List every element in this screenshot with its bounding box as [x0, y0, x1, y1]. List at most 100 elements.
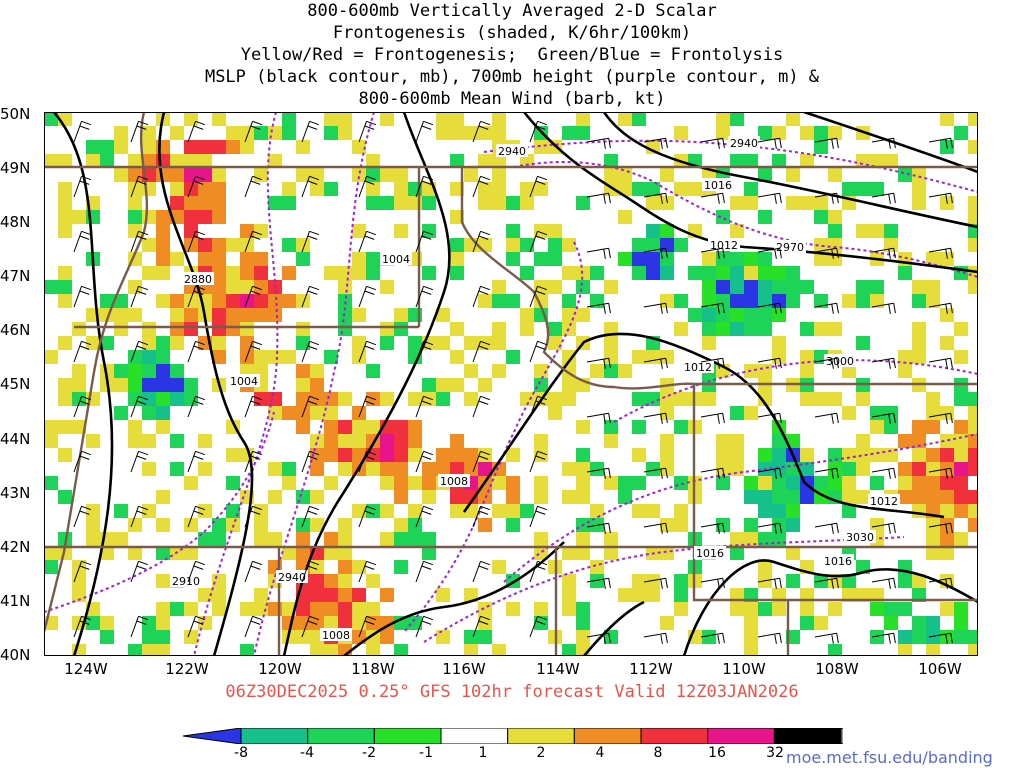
- shading-cell: [814, 322, 828, 336]
- shading-cell: [912, 196, 926, 210]
- colorbar-cell: [440, 728, 509, 744]
- shading-cell: [380, 280, 394, 294]
- mslp-contour: [602, 112, 978, 229]
- wind-barb: [814, 412, 839, 424]
- wind-barb: [871, 632, 896, 644]
- shading-cell: [240, 126, 254, 140]
- wind-barb: [586, 192, 611, 204]
- wind-barb: [472, 285, 491, 308]
- wind-barb: [130, 395, 149, 418]
- shading-cell: [912, 294, 926, 308]
- shading-cell: [212, 210, 226, 224]
- colorbar-tick: -1: [419, 745, 433, 761]
- shading-cell: [86, 504, 100, 518]
- shading-cell: [394, 448, 408, 462]
- shading-cell: [730, 294, 744, 308]
- shading-cell: [520, 322, 534, 336]
- shading-cell: [128, 546, 142, 560]
- shading-cell: [58, 210, 72, 224]
- shading-cell: [366, 196, 380, 210]
- wind-barb: [73, 505, 92, 528]
- shading-cell: [954, 322, 968, 336]
- shading-cell: [744, 280, 758, 294]
- shading-cell: [436, 308, 450, 322]
- shading-cell: [758, 532, 772, 546]
- shading-cell: [436, 392, 450, 406]
- shading-cell: [394, 182, 408, 196]
- shading-cell: [828, 126, 842, 140]
- wind-barb: [130, 505, 149, 528]
- shading-cell: [114, 140, 128, 154]
- shading-cell: [562, 392, 576, 406]
- shading-cell: [114, 294, 128, 308]
- shading-cell: [478, 154, 492, 168]
- shading-cell: [744, 602, 758, 616]
- height-contour: [423, 536, 905, 643]
- shading-cell: [212, 518, 226, 532]
- shading-cell: [856, 448, 870, 462]
- shading-cell: [324, 420, 338, 434]
- height-contour: [44, 411, 275, 613]
- shading-cell: [954, 602, 968, 616]
- shading-cell: [72, 420, 86, 434]
- shading-cell: [170, 182, 184, 196]
- pressure-label: 1004: [230, 375, 258, 388]
- shading-cell: [940, 406, 954, 420]
- shading-cell: [492, 196, 506, 210]
- shading-cell: [730, 266, 744, 280]
- shading-cell: [954, 420, 968, 434]
- shading-cell: [660, 294, 674, 308]
- shading-cell: [142, 378, 156, 392]
- shading-cell: [884, 154, 898, 168]
- shading-cell: [758, 490, 772, 504]
- shading-cell: [954, 350, 968, 364]
- title-line-5: 800-600mb Mean Wind (barb, kt): [358, 89, 666, 109]
- shading-cell: [926, 518, 940, 532]
- shading-cell: [198, 616, 212, 630]
- colorbar-tick: 16: [708, 745, 726, 761]
- shading-cell: [828, 210, 842, 224]
- shading-cell: [184, 602, 198, 616]
- shading-cell: [618, 476, 632, 490]
- shading-cell: [744, 294, 758, 308]
- wind-barb: [586, 357, 611, 369]
- shading-cell: [660, 518, 674, 532]
- shading-cell: [352, 252, 366, 266]
- wind-barb: [700, 522, 725, 534]
- shading-cell: [422, 532, 436, 546]
- shading-cell: [282, 476, 296, 490]
- height-label: 2940: [498, 145, 526, 158]
- wind-barb: [187, 340, 206, 363]
- shading-cell: [786, 630, 800, 644]
- shading-cell: [352, 504, 366, 518]
- shading-cell: [968, 196, 978, 210]
- shading-cell: [800, 448, 814, 462]
- shading-cell: [142, 616, 156, 630]
- shading-cell: [142, 364, 156, 378]
- shading-cell: [828, 644, 842, 656]
- border-id-mt: [460, 167, 978, 602]
- shading-cell: [786, 196, 800, 210]
- shading-cell: [576, 112, 590, 126]
- shading-cell: [226, 308, 240, 322]
- shading-cell: [674, 476, 688, 490]
- shading-cell: [58, 196, 72, 210]
- height-label: 3000: [826, 355, 854, 368]
- colorbar: [183, 728, 843, 744]
- shading-cell: [478, 378, 492, 392]
- shading-cell: [660, 168, 674, 182]
- shading-cell: [450, 252, 464, 266]
- shading-cell: [604, 154, 618, 168]
- shading-cell: [310, 574, 324, 588]
- shading-cell: [142, 322, 156, 336]
- shading-cell: [128, 308, 142, 322]
- shading-cell: [338, 616, 352, 630]
- shading-cell: [730, 154, 744, 168]
- wind-barb: [586, 632, 611, 644]
- shading-cell: [324, 406, 338, 420]
- shading-cell: [618, 490, 632, 504]
- wind-barb: [301, 285, 320, 308]
- shading-cell: [170, 392, 184, 406]
- wind-barb: [928, 137, 953, 149]
- wind-barb: [187, 615, 206, 638]
